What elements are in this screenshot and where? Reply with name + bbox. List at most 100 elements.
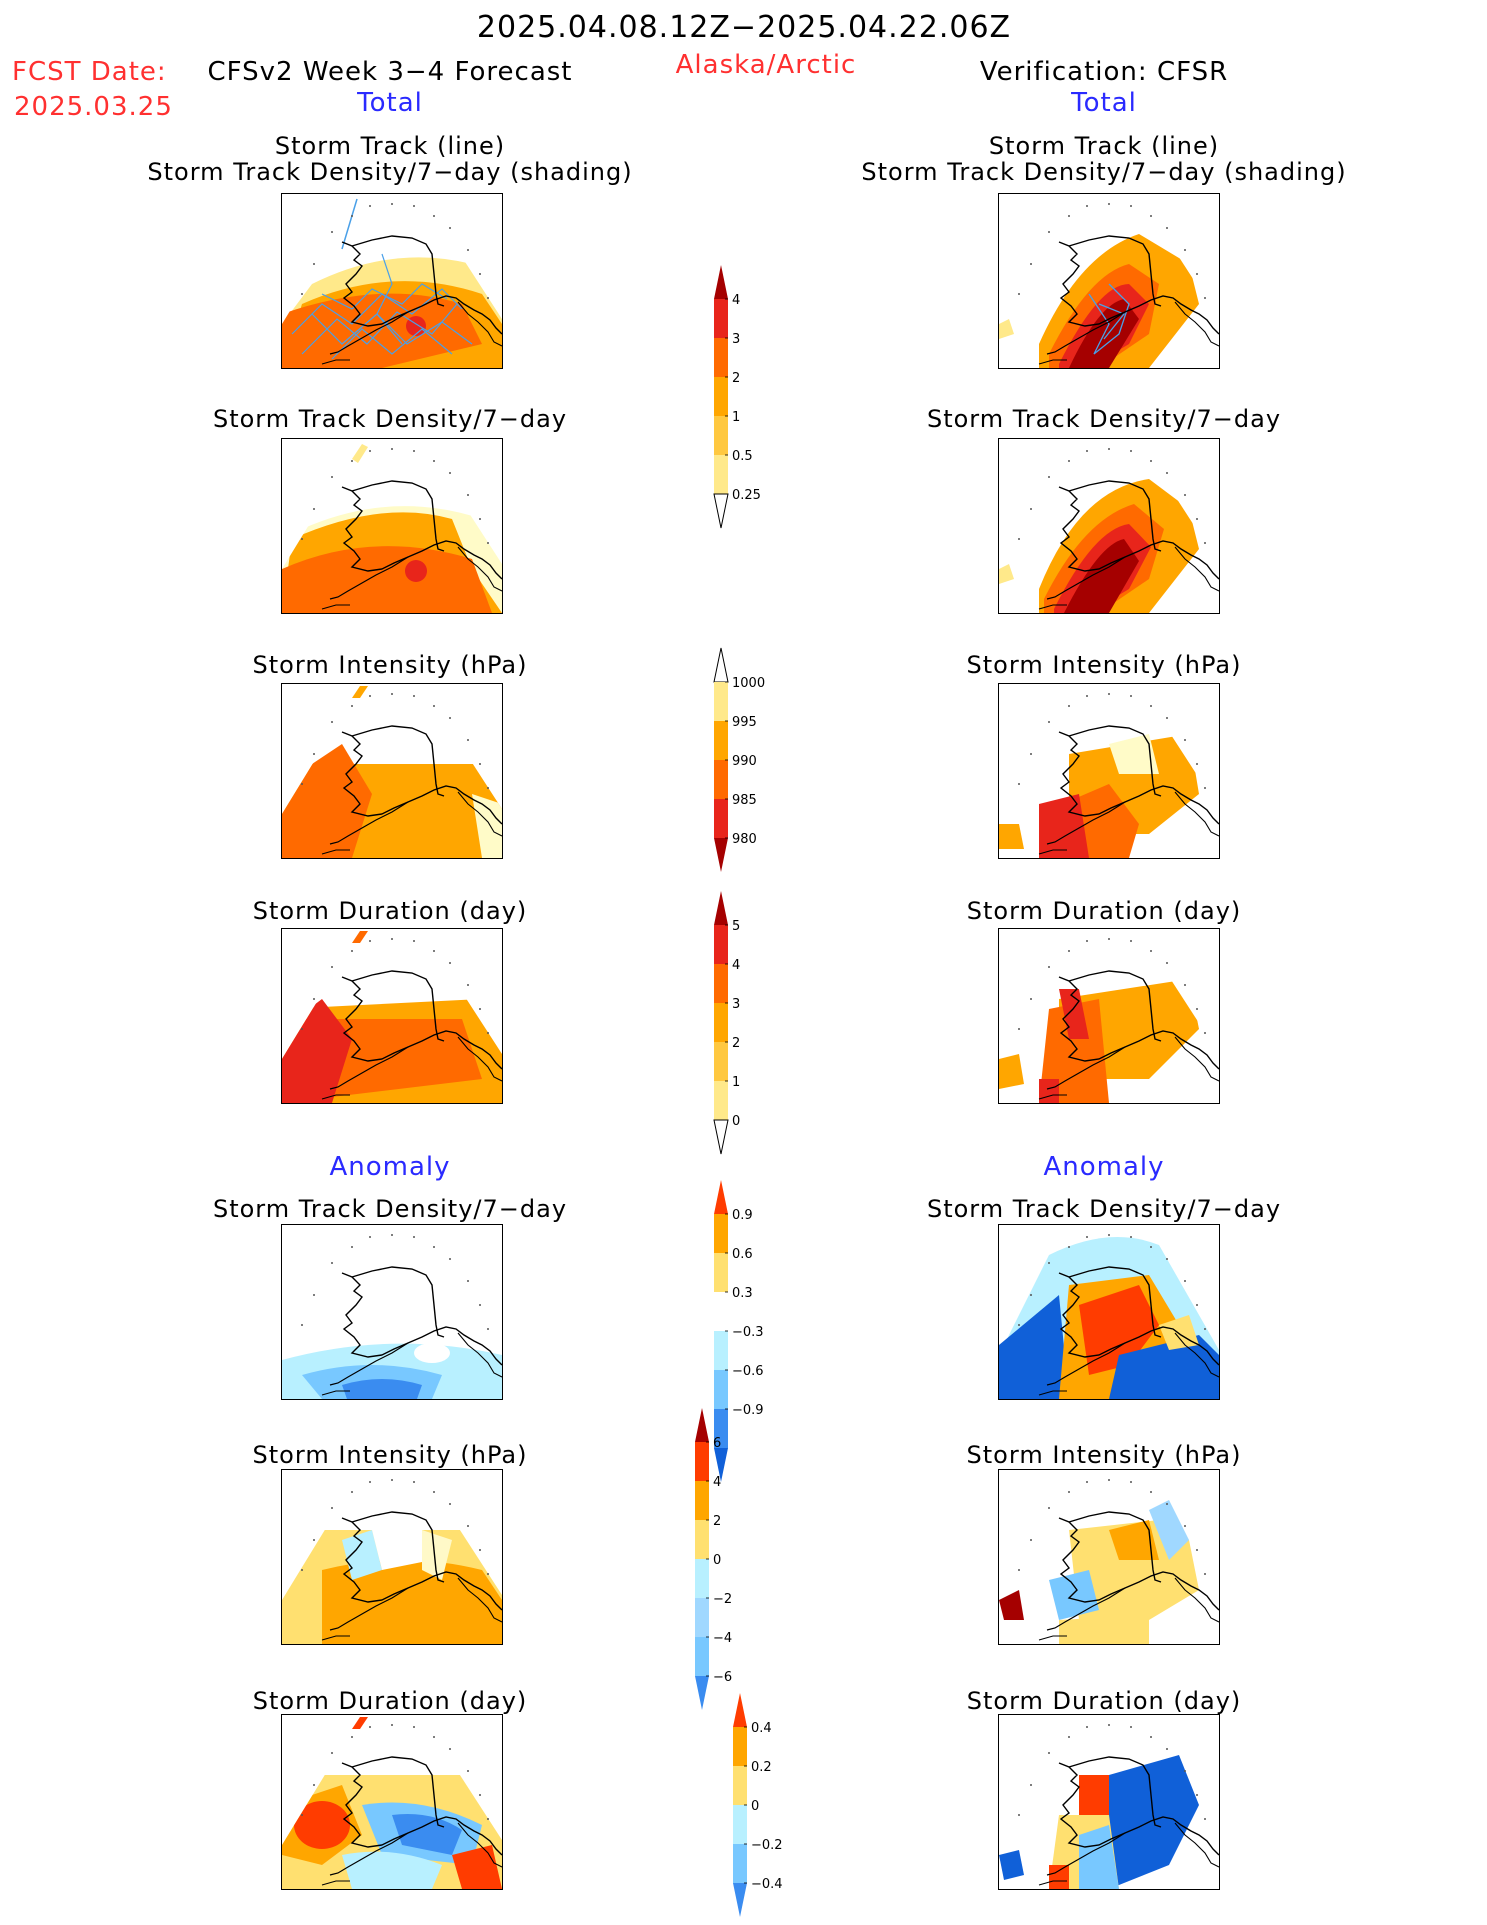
colorbar-total-duration: 5 4 3 2 1 0: [713, 891, 784, 1162]
region-label: Alaska/Arctic: [675, 50, 857, 80]
left-anom-density-title: Storm Track Density/7−day: [212, 1195, 568, 1223]
colorbar-label: −6: [713, 1670, 732, 1685]
colorbar-anom-density: 0.9 0.6 0.3 −0.3 −0.6 −0.9: [714, 1180, 784, 1490]
colorbar-segment: [714, 455, 728, 495]
colorbar-segment: [714, 1214, 728, 1254]
right-anom-density-title: Storm Track Density/7−day: [926, 1195, 1282, 1223]
colorbar-segment: [733, 1844, 747, 1884]
colorbar-segment: [714, 1292, 728, 1332]
colorbar-label: −0.6: [732, 1364, 764, 1379]
colorbar-segment: [714, 1003, 728, 1043]
colorbar-segment: [714, 1370, 728, 1410]
colorbar-bottom-arrow: [695, 1676, 709, 1710]
right-density-title: Storm Track Density/7−day: [926, 405, 1282, 433]
colorbar-label: 0.3: [732, 1286, 753, 1301]
colorbar-total-intensity: 1000 995 990 985 980: [713, 647, 784, 880]
colorbar-total-density: 4 3 2 1 0.5 0.25: [713, 265, 784, 536]
right-duration-title: Storm Duration (day): [966, 897, 1242, 925]
colorbar-label: 0.9: [732, 1208, 753, 1223]
colorbar-label: 3: [732, 997, 740, 1012]
colorbar-label: 6: [713, 1436, 721, 1451]
map-right-track-density: [998, 193, 1220, 369]
colorbar-label: 0.2: [751, 1760, 772, 1775]
colorbar-svg: 4 3 2 1 0.5 0.25: [713, 265, 761, 529]
colorbar-segment: [714, 1253, 728, 1293]
colorbar-bottom-arrow: [713, 493, 729, 529]
section-total-left: Total: [357, 88, 423, 118]
right-intensity-title: Storm Intensity (hPa): [966, 651, 1242, 679]
left-duration-title: Storm Duration (day): [252, 897, 528, 925]
colorbar-label: 0: [713, 1553, 721, 1568]
colorbar-segment: [695, 1481, 709, 1521]
right-anom-intensity-title: Storm Intensity (hPa): [966, 1441, 1242, 1469]
colorbar-top-arrow: [714, 265, 728, 299]
map-left-intensity: [281, 683, 503, 859]
section-total-right: Total: [1071, 88, 1137, 118]
colorbar-label: 995: [732, 715, 757, 730]
map-left-anom-intensity: [281, 1469, 503, 1645]
map-left-track-density: [281, 193, 503, 369]
left-anom-duration-title: Storm Duration (day): [252, 1687, 528, 1715]
map-right-density: [998, 438, 1220, 614]
colorbar-top-arrow: [695, 1408, 709, 1442]
colorbar-svg: 5 4 3 2 1 0: [713, 891, 740, 1155]
colorbar-segment: [695, 1598, 709, 1638]
colorbar-segment: [714, 299, 728, 339]
colorbar-bottom-arrow: [713, 1119, 729, 1155]
map-right-intensity: [998, 683, 1220, 859]
colorbar-label: −0.3: [732, 1325, 764, 1340]
colorbar-label: 1: [732, 1075, 740, 1090]
colorbar-top-arrow: [733, 1693, 747, 1727]
colorbar-label: 4: [732, 958, 740, 973]
colorbar-label: 3: [732, 332, 740, 347]
left-anom-intensity-title: Storm Intensity (hPa): [252, 1441, 528, 1469]
section-anomaly-left: Anomaly: [329, 1152, 451, 1182]
colorbar-label: 0.25: [732, 488, 761, 503]
left-density-title: Storm Track Density/7−day: [212, 405, 568, 433]
colorbar-label: 985: [732, 793, 757, 808]
colorbar-segment: [695, 1520, 709, 1560]
colorbar-segment: [733, 1727, 747, 1767]
colorbar-segment: [714, 1331, 728, 1371]
colorbar-bottom-arrow: [714, 838, 728, 872]
colorbar-label: 980: [732, 832, 757, 847]
colorbar-label: 1000: [732, 676, 765, 691]
colorbar-label: 2: [732, 1036, 740, 1051]
colorbar-label: 0.6: [732, 1247, 753, 1262]
date-range-title: 2025.04.08.12Z−2025.04.22.06Z: [476, 10, 1012, 45]
colorbar-segment: [695, 1559, 709, 1599]
left-track-line-title: Storm Track (line): [274, 132, 506, 160]
colorbar-bottom-arrow: [733, 1883, 747, 1917]
section-anomaly-right: Anomaly: [1043, 1152, 1165, 1182]
map-left-duration: [281, 928, 503, 1104]
right-track-shading-title: Storm Track Density/7−day (shading): [861, 158, 1347, 186]
colorbar-svg: 0.4 0.2 0 −0.2 −0.4: [733, 1693, 783, 1917]
colorbar-anom-intensity: 6 4 2 0 −2 −4 −6: [695, 1408, 765, 1718]
map-right-anom-duration: [998, 1714, 1220, 1890]
map-right-duration: [998, 928, 1220, 1104]
colorbar-label: 5: [732, 919, 740, 934]
colorbar-label: −0.2: [751, 1838, 783, 1853]
colorbar-svg: 0.9 0.6 0.3 −0.3 −0.6 −0.9: [714, 1180, 764, 1482]
colorbar-top-arrow: [714, 1180, 728, 1214]
map-right-anom-density: [998, 1224, 1220, 1400]
colorbar-segment: [733, 1805, 747, 1845]
colorbar-svg: 6 4 2 0 −2 −4 −6: [695, 1408, 732, 1710]
colorbar-segment: [714, 799, 728, 839]
colorbar-label: 0: [751, 1799, 759, 1814]
colorbar-label: 0.5: [732, 449, 753, 464]
colorbar-segment: [714, 760, 728, 800]
left-track-shading-title: Storm Track Density/7−day (shading): [147, 158, 633, 186]
colorbar-segment: [695, 1442, 709, 1482]
colorbar-label: −2: [713, 1592, 732, 1607]
colorbar-label: 4: [732, 293, 740, 308]
colorbar-label: −0.4: [751, 1877, 783, 1892]
colorbar-label: 0: [732, 1114, 740, 1129]
colorbar-label: 1: [732, 410, 740, 425]
colorbar-label: 4: [713, 1475, 721, 1490]
colorbar-segment: [714, 416, 728, 456]
colorbar-segment: [714, 721, 728, 761]
colorbar-label: −0.9: [732, 1403, 764, 1418]
colorbar-anom-duration: 0.4 0.2 0 −0.2 −0.4: [733, 1693, 803, 1925]
colorbar-top-arrow: [714, 891, 728, 925]
